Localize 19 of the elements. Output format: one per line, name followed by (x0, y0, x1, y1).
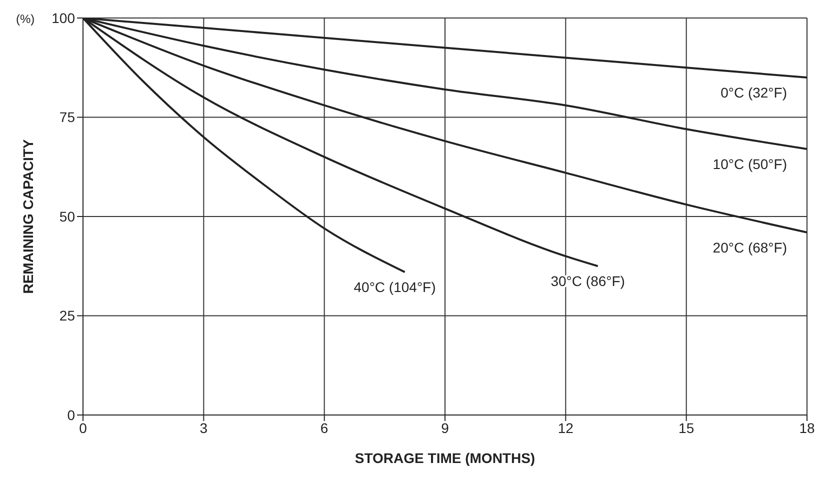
text: (%) (16, 12, 35, 26)
x-axis-title: STORAGE TIME (MONTHS) (354, 450, 536, 466)
x-tick-label: 3 (200, 420, 208, 436)
y-tick-label: 100 (52, 10, 76, 26)
y-tick-label: 25 (59, 308, 76, 324)
series-label: 0°C (32°F) (720, 84, 787, 101)
x-tick-label: 0 (79, 420, 88, 436)
x-tick-label: 18 (799, 420, 815, 436)
series-label: 40°C (104°F) (354, 279, 436, 296)
y-tick-label: 0 (67, 406, 76, 423)
y-axis-title: REMAINING CAPACITY (20, 138, 36, 294)
x-tick-label: 12 (558, 420, 574, 436)
x-tick-label: 9 (441, 420, 450, 436)
series-label: 20°C (68°F) (712, 239, 787, 256)
x-tick-label: 6 (320, 420, 328, 436)
y-tick-label: 50 (59, 208, 76, 224)
y-tick-label: 75 (59, 109, 76, 126)
series-label: 10°C (50°F) (712, 156, 787, 172)
x-tick-label: 15 (678, 420, 694, 436)
